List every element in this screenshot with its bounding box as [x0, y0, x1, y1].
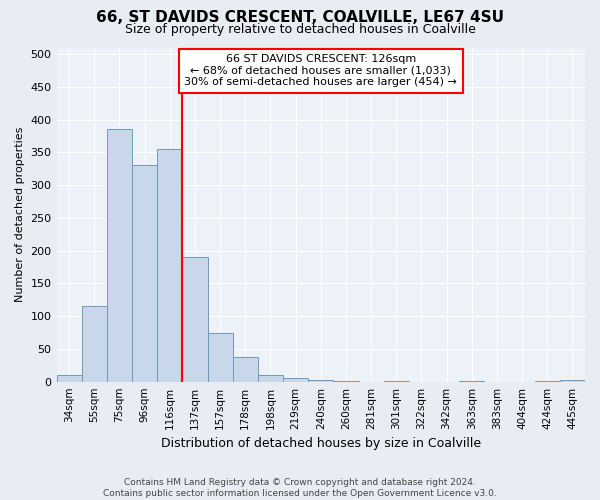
Bar	[208, 332, 233, 382]
Bar	[334, 381, 359, 382]
Text: 66 ST DAVIDS CRESCENT: 126sqm
← 68% of detached houses are smaller (1,033)
30% o: 66 ST DAVIDS CRESCENT: 126sqm ← 68% of d…	[184, 54, 457, 88]
Text: 66, ST DAVIDS CRESCENT, COALVILLE, LE67 4SU: 66, ST DAVIDS CRESCENT, COALVILLE, LE67 …	[96, 10, 504, 25]
Bar	[107, 130, 132, 382]
Bar	[459, 381, 484, 382]
Y-axis label: Number of detached properties: Number of detached properties	[15, 127, 25, 302]
Text: Contains HM Land Registry data © Crown copyright and database right 2024.
Contai: Contains HM Land Registry data © Crown c…	[103, 478, 497, 498]
Bar	[535, 381, 560, 382]
Bar	[233, 358, 258, 382]
Bar	[283, 378, 308, 382]
Bar	[182, 257, 208, 382]
Bar	[560, 380, 585, 382]
Bar	[258, 375, 283, 382]
Bar	[308, 380, 334, 382]
Text: Size of property relative to detached houses in Coalville: Size of property relative to detached ho…	[125, 22, 475, 36]
Bar	[132, 166, 157, 382]
Bar	[56, 375, 82, 382]
Bar	[82, 306, 107, 382]
X-axis label: Distribution of detached houses by size in Coalville: Distribution of detached houses by size …	[161, 437, 481, 450]
Bar	[157, 149, 182, 382]
Bar	[383, 381, 409, 382]
